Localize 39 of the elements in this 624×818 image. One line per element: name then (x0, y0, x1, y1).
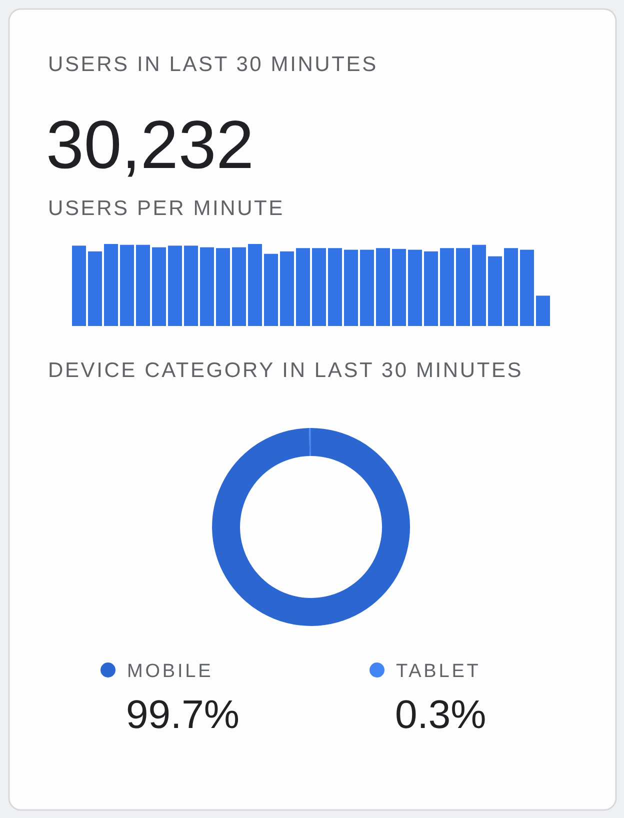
legend-label: MOBILE (127, 661, 214, 682)
donut-slice (212, 428, 410, 626)
chart-title: USERS PER MINUTE (48, 197, 284, 220)
bar (152, 247, 166, 326)
bar (360, 250, 374, 326)
bar (200, 247, 214, 326)
bar (536, 296, 550, 326)
bar (392, 248, 406, 326)
bar (216, 248, 230, 326)
bar (376, 248, 390, 326)
bar (456, 248, 470, 326)
text: USERS IN LAST 30 MINUTES (48, 53, 378, 76)
bar (280, 251, 294, 326)
bar (120, 244, 134, 326)
legend-label: TABLET (396, 661, 481, 682)
data-label: 0.3% (395, 693, 486, 737)
bar (232, 247, 246, 326)
bar (168, 246, 182, 326)
bar (504, 248, 518, 326)
bar (312, 248, 326, 326)
bar (328, 248, 342, 326)
bar (248, 244, 262, 326)
chart-title: DEVICE CATEGORY IN LAST 30 MINUTES (48, 359, 524, 382)
bar (520, 250, 534, 326)
bar (72, 246, 86, 326)
bar (488, 256, 502, 326)
data-label: 99.7% (126, 693, 240, 737)
bar (424, 251, 438, 326)
bar (440, 248, 454, 326)
bar (104, 244, 118, 326)
text: 30,232 (46, 107, 254, 183)
bar (136, 244, 150, 326)
bar (264, 254, 278, 326)
bar (184, 246, 198, 326)
bar (472, 244, 486, 326)
bar (344, 250, 358, 326)
bar (88, 251, 102, 326)
bar (296, 248, 310, 326)
bar (408, 250, 422, 326)
